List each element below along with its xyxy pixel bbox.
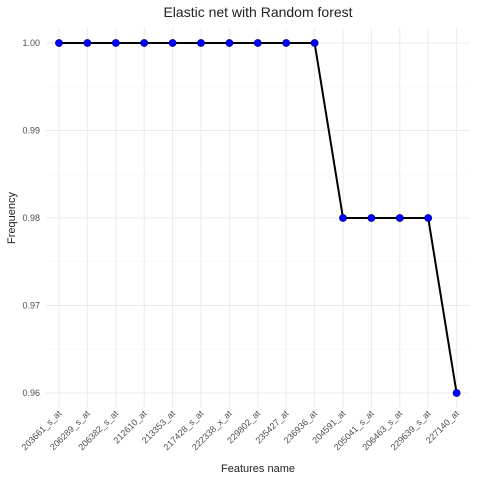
y-axis-ticks: 0.96 0.97 0.98 0.99 1.00 [22,38,40,398]
data-point [424,214,433,222]
x-axis-title: Features name [221,463,295,475]
data-point [310,39,319,47]
grid [46,28,470,408]
y-tick-label: 0.97 [22,301,40,311]
data-point [339,214,347,222]
series-points [55,39,461,397]
data-point [367,214,376,222]
y-tick-label: 0.99 [22,126,40,136]
data-point [111,39,120,47]
y-axis-title: Frequency [6,192,18,244]
y-tick-label: 0.98 [22,213,40,223]
y-tick-label: 1.00 [22,38,40,48]
data-point [253,39,262,47]
data-point [282,39,291,47]
data-point [225,39,234,47]
data-point [168,39,177,47]
data-point [197,39,205,47]
data-point [83,39,92,47]
x-axis-ticks: 203661_s_at206289_s_at206382_s_at212610_… [20,408,462,452]
y-tick-label: 0.96 [22,388,40,398]
data-point [55,39,63,47]
data-point [395,214,404,222]
data-point [452,389,461,397]
chart-title: Elastic net with Random forest [163,4,352,20]
data-point [140,39,149,47]
